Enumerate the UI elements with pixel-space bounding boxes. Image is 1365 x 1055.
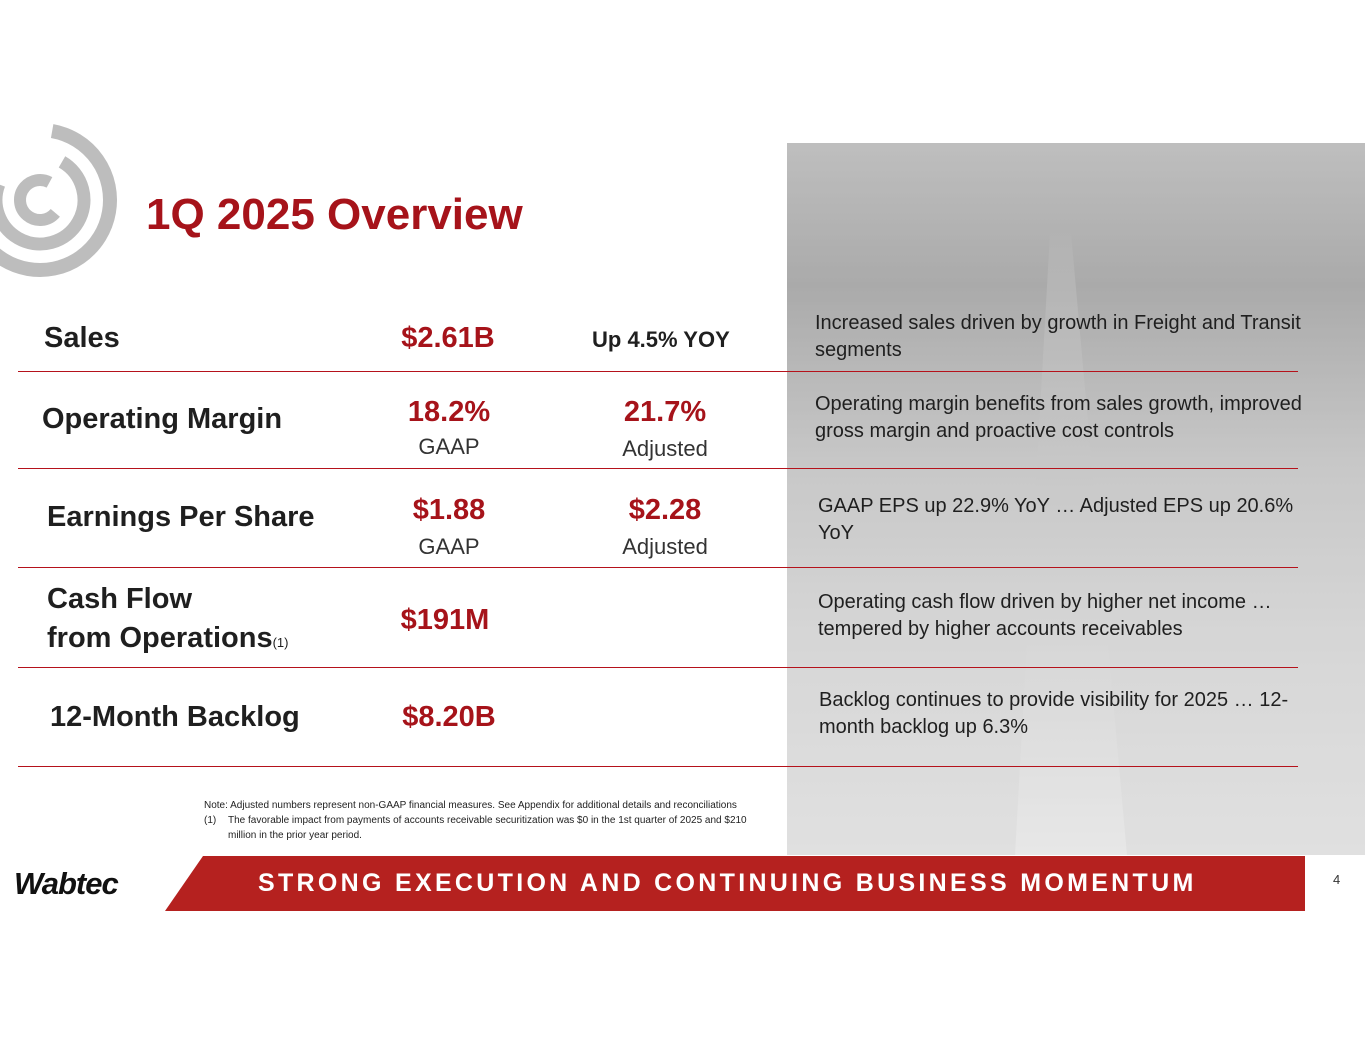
footnotes: Note: Adjusted numbers represent non-GAA… xyxy=(204,798,764,843)
operating-margin-label: Operating Margin xyxy=(42,403,283,435)
cash-flow-description: Operating cash flow driven by higher net… xyxy=(818,591,1272,640)
footer-banner xyxy=(165,856,1305,911)
divider xyxy=(18,567,1298,568)
page-title: 1Q 2025 Overview xyxy=(146,190,523,239)
backlog-label: 12-Month Backlog xyxy=(50,701,300,733)
eps-adjusted-value: $2.28 xyxy=(628,494,702,526)
cash-flow-label-line1: Cash Flow xyxy=(47,583,193,615)
backlog-value: $8.20B xyxy=(402,701,496,733)
footnote-marker: (1) xyxy=(272,635,289,650)
operating-margin-gaap-value: 18.2% xyxy=(407,396,491,428)
background-rail-photo xyxy=(787,143,1365,855)
sales-value: $2.61B xyxy=(401,322,495,354)
operating-margin-description: Operating margin benefits from sales gro… xyxy=(815,393,1302,442)
page-number: 4 xyxy=(1333,872,1341,887)
footnote-marker: (1) xyxy=(204,815,217,826)
cash-flow-value: $191M xyxy=(400,604,490,636)
divider xyxy=(18,468,1298,469)
operating-margin-gaap-label: GAAP xyxy=(418,434,480,459)
cash-flow-label-line2: from Operations(1) xyxy=(47,622,288,655)
note-text: Note: Adjusted numbers represent non-GAA… xyxy=(204,800,737,811)
sales-growth: Up 4.5% YOY xyxy=(592,327,730,352)
eps-description: GAAP EPS up 22.9% YoY … Adjusted EPS up … xyxy=(818,495,1294,544)
banner-text: STRONG EXECUTION AND CONTINUING BUSINESS… xyxy=(258,869,1197,897)
sales-description: Increased sales driven by growth in Frei… xyxy=(815,312,1301,361)
eps-gaap-label: GAAP xyxy=(418,534,480,559)
eps-adjusted-label: Adjusted xyxy=(622,534,708,559)
eps-label: Earnings Per Share xyxy=(47,501,315,533)
operating-margin-adjusted-value: 21.7% xyxy=(623,396,707,428)
divider xyxy=(18,766,1298,767)
wabtec-logo: Wabtec xyxy=(14,866,119,901)
divider xyxy=(18,371,1298,372)
divider xyxy=(18,667,1298,668)
eps-gaap-value: $1.88 xyxy=(412,494,486,526)
footnote-text: The favorable impact from payments of ac… xyxy=(228,815,747,841)
wabtec-arc-logo-icon xyxy=(0,123,117,277)
operating-margin-adjusted-label: Adjusted xyxy=(622,436,708,461)
backlog-description: Backlog continues to provide visibility … xyxy=(819,689,1289,738)
sales-label: Sales xyxy=(44,322,120,354)
cash-flow-label-text: from Operations xyxy=(47,622,273,654)
